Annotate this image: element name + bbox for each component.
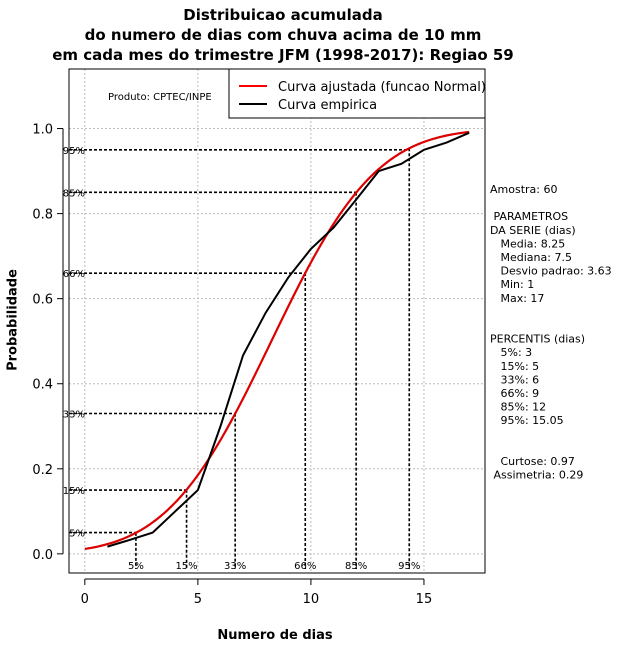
y-tick-label: 0.4 xyxy=(32,378,53,393)
stats-line: DA SERIE (dias) xyxy=(490,224,576,237)
percentile-guides: 5% 5% 15% 15% 33% 33% 66% 66% 85% 85% 95% 95% xyxy=(63,146,421,572)
stats-line: 66%: 9 xyxy=(490,387,539,400)
x-tick-label: 10 xyxy=(303,592,320,607)
percentile-x-label: 95% xyxy=(398,561,420,572)
title-line: em cada mes do trimestre JFM (1998-2017)… xyxy=(52,46,514,64)
percentile-y-label: 85% xyxy=(63,188,85,199)
stats-line: Min: 1 xyxy=(490,278,534,291)
percentile-y-label: 33% xyxy=(63,410,85,421)
legend-box xyxy=(228,68,486,119)
y-tick-label: 0.8 xyxy=(32,208,53,223)
stats-line: Desvio padrao: 3.63 xyxy=(490,265,612,278)
y-tick-label: 0.2 xyxy=(32,463,53,478)
percentile-x-label: 15% xyxy=(175,561,197,572)
title-line: Distribuicao acumulada xyxy=(183,6,382,24)
y-tick-label: 1.0 xyxy=(32,123,53,138)
product-label: Produto: CPTEC/INPE xyxy=(108,92,212,103)
axes: 0 5 10 15 0.0 0.2 0.4 0.6 0.8 1.0 xyxy=(32,123,432,607)
stats-line: 85%: 12 xyxy=(490,401,546,414)
stats-line: Mediana: 7.5 xyxy=(490,251,572,264)
grid xyxy=(69,69,485,573)
fitted-normal-curve xyxy=(84,130,470,551)
percentile-x-label: 33% xyxy=(224,561,246,572)
x-tick-label: 0 xyxy=(81,592,89,607)
stats-line: Curtose: 0.97 xyxy=(490,455,575,468)
stats-line: Max: 17 xyxy=(490,292,544,305)
x-tick-label: 15 xyxy=(416,592,433,607)
stats-line: 15%: 5 xyxy=(490,360,539,373)
stats-line: 5%: 3 xyxy=(490,346,532,359)
empirical-curve xyxy=(107,131,470,548)
y-tick-label: 0.6 xyxy=(32,293,53,308)
percentile-y-label: 15% xyxy=(63,486,85,497)
percentile-y-label: 66% xyxy=(63,269,85,280)
percentile-x-label: 66% xyxy=(294,561,316,572)
y-axis-label: Probabilidade xyxy=(6,269,21,371)
series xyxy=(84,130,470,551)
legend-label: Curva ajustada (funcao Normal) xyxy=(278,80,486,95)
x-axis-label: Numero de dias xyxy=(217,628,333,643)
percentile-x-label: 5% xyxy=(128,561,144,572)
legend: Curva ajustada (funcao Normal) Curva empi… xyxy=(228,68,486,119)
stats-line: Media: 8.25 xyxy=(490,237,565,250)
stats-line: 95%: 15.05 xyxy=(490,414,564,427)
stats-line: 33%: 6 xyxy=(490,373,539,386)
stats-line: PARAMETROS xyxy=(490,210,568,223)
stats-line: Assimetria: 0.29 xyxy=(490,469,583,482)
percentile-y-label: 95% xyxy=(63,146,85,157)
x-tick-label: 5 xyxy=(194,592,202,607)
legend-label: Curva empirica xyxy=(278,98,377,113)
stats-line: PERCENTIS (dias) xyxy=(490,333,585,346)
percentile-x-label: 85% xyxy=(345,561,367,572)
stats-line: Amostra: 60 xyxy=(490,183,557,196)
plot-frame xyxy=(68,68,486,574)
title-line: do numero de dias com chuva acima de 10 … xyxy=(85,26,482,44)
percentile-y-label: 5% xyxy=(69,529,85,540)
y-tick-label: 0.0 xyxy=(32,548,53,563)
chart-title: Distribuicao acumulada do numero de dias … xyxy=(52,6,514,64)
